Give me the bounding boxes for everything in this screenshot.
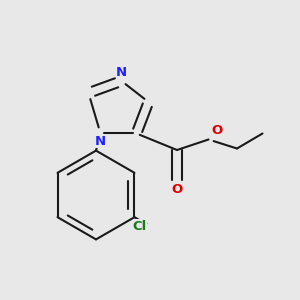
Text: N: N — [116, 66, 127, 79]
Text: O: O — [171, 183, 183, 196]
Text: Cl: Cl — [133, 220, 147, 233]
Text: O: O — [212, 124, 223, 136]
Text: N: N — [95, 135, 106, 148]
